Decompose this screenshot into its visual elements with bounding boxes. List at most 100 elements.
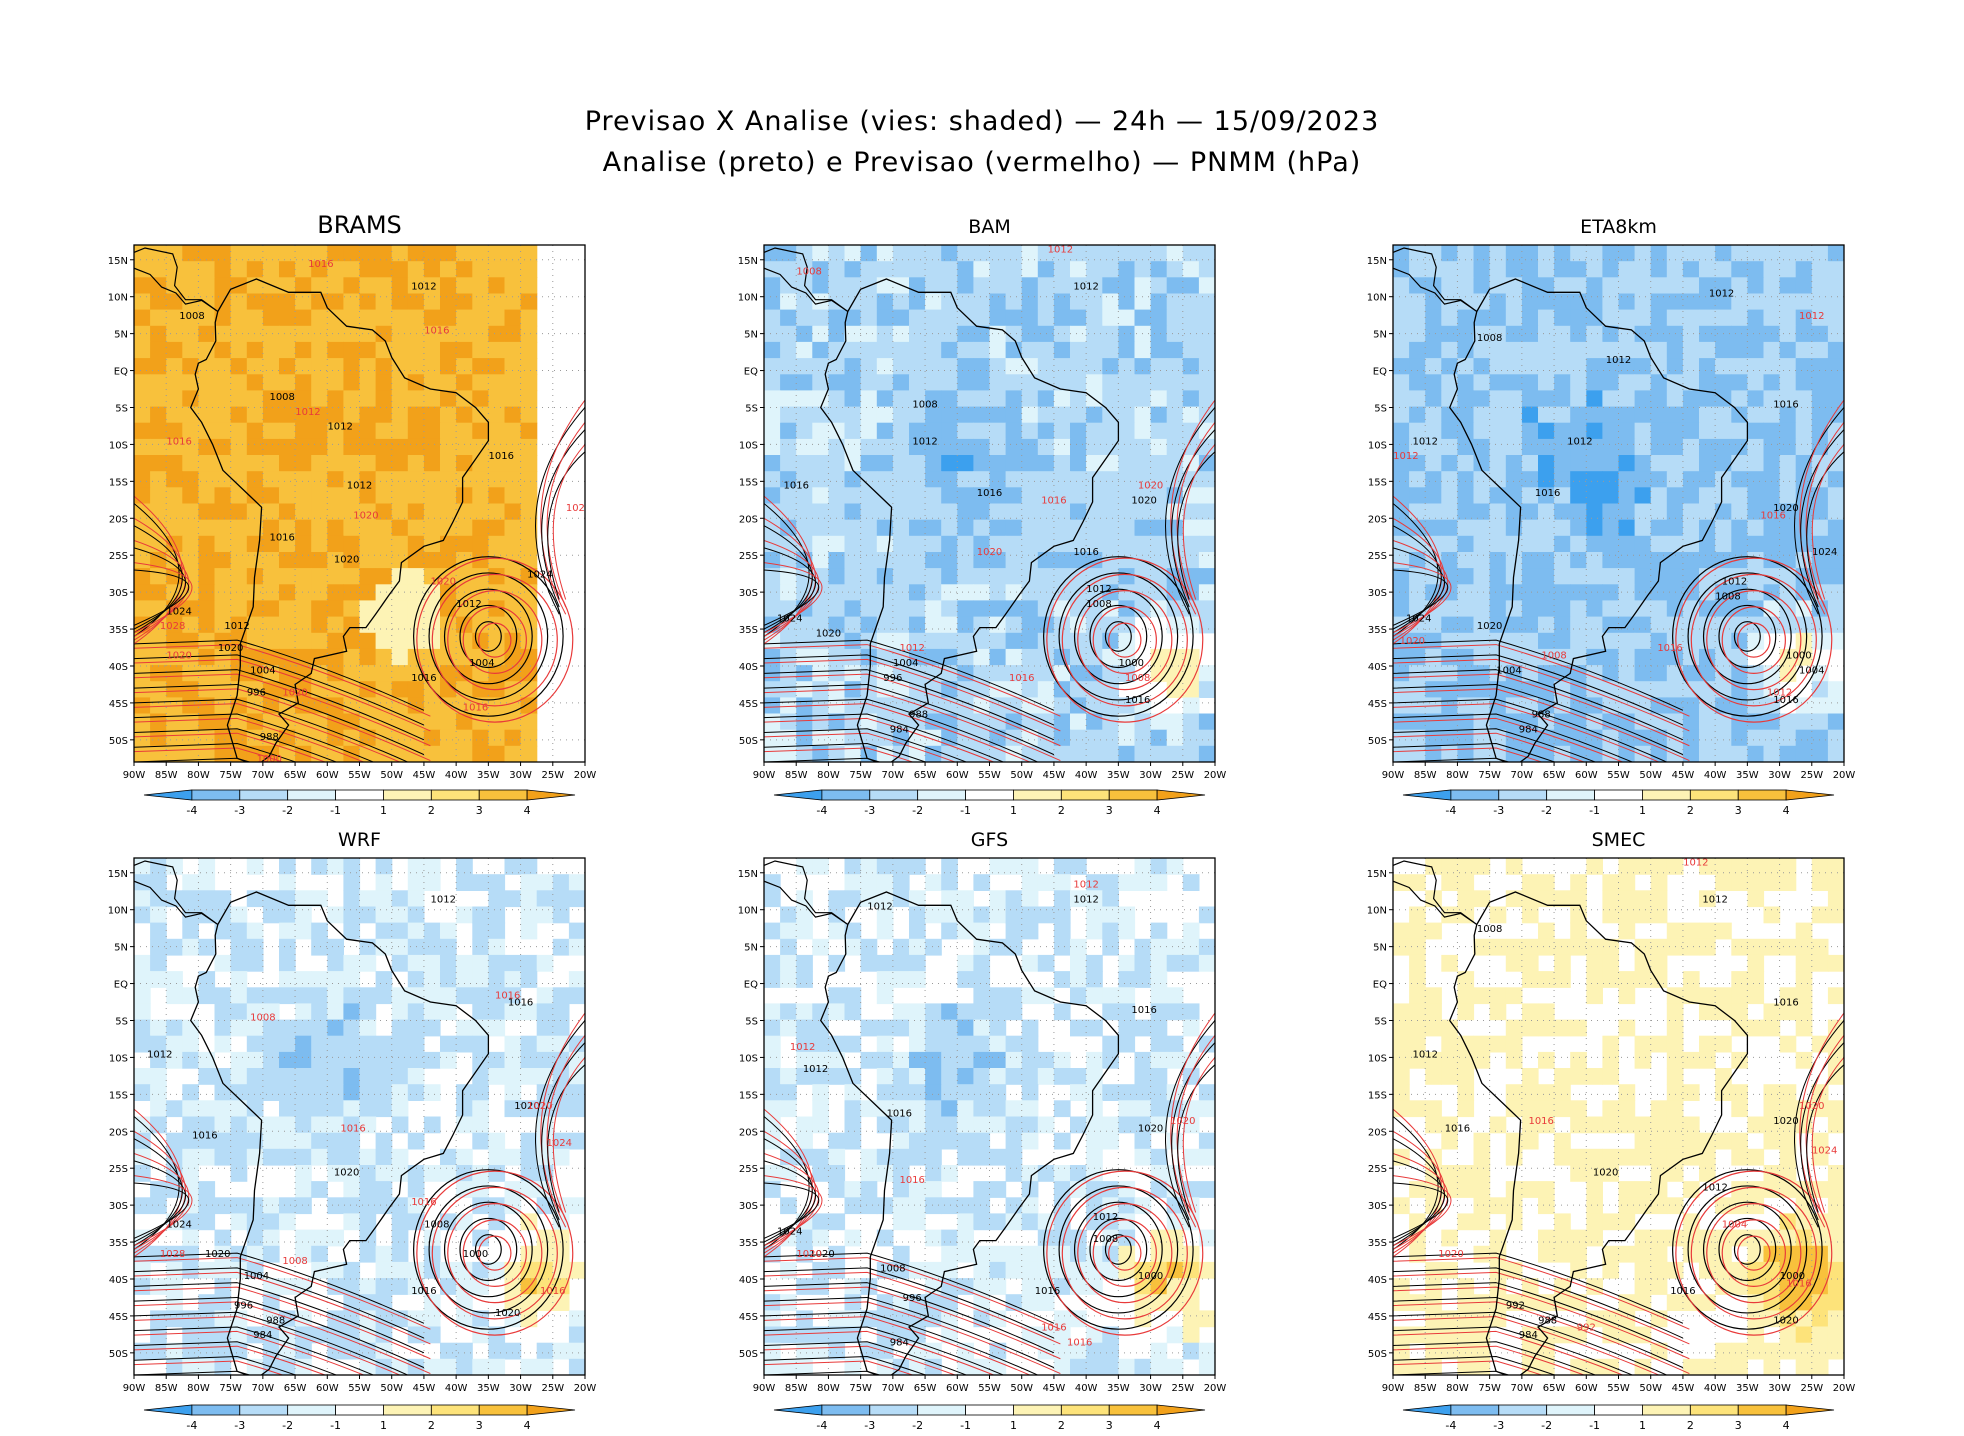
bias-cell [1393,455,1410,472]
bias-cell [1102,1245,1119,1263]
bias-cell [246,309,264,327]
bias-cell [262,1278,280,1295]
bias-cell [1005,1035,1023,1053]
bias-cell [925,261,942,278]
bias-cell [504,358,522,375]
bias-cell [391,1245,409,1263]
bias-cell [1699,487,1716,505]
bias-cell [1570,309,1587,327]
bias-cell [1457,1051,1475,1069]
bias-cell [311,858,328,875]
bias-cell [925,293,942,311]
bias-cell [488,471,506,488]
bias-cell [780,455,797,472]
bias-cell [407,245,425,262]
bias-cell [536,1245,554,1263]
bias-cell [764,1310,781,1328]
bias-cell [1473,358,1491,375]
bias-cell [391,309,409,327]
bias-cell [1602,600,1620,618]
bias-cell [182,535,199,553]
forecast-contour-label: 1024 [566,503,591,514]
analysis-isobar [134,743,298,762]
bias-cell [246,600,264,618]
bias-cell [1682,745,1700,762]
bias-cell [941,874,958,891]
bias-cell [311,503,328,521]
bias-cell [1070,745,1087,762]
bias-cell [860,552,878,569]
bias-cell [150,906,167,924]
bias-cell [1473,1148,1491,1166]
bias-cell [1425,422,1442,440]
bias-cell [311,568,328,585]
bias-cell [1666,487,1684,505]
bias-cell [1570,438,1587,456]
bias-cell [230,1003,248,1021]
bias-cell [1618,874,1636,891]
bias-cell [1779,1003,1797,1021]
bias-cell [1699,922,1716,940]
bias-cell [1409,503,1426,521]
panel-title: GFS [971,829,1008,851]
bias-cell [1457,471,1475,488]
bias-cell [1650,438,1668,456]
forecast-isobar [1675,557,1833,723]
bias-cell [1086,325,1103,343]
analysis-isobar [1687,572,1808,701]
bias-cell [1393,568,1410,585]
bias-cell [1198,503,1215,521]
bias-cell [1005,1051,1023,1069]
bias-cell [957,1003,974,1021]
bias-cell [423,519,441,537]
analysis-contour-label: 984 [1519,724,1538,735]
bias-cell [1053,971,1071,988]
bias-cell [375,277,393,295]
analysis-contour-label: 1016 [977,488,1002,499]
bias-cell [198,858,216,875]
bias-cell [1715,406,1732,424]
bias-cell [1005,1132,1023,1150]
bias-cell [780,954,797,972]
bias-cell [1037,1213,1055,1231]
bias-cell [456,1278,473,1295]
bias-cell [1118,1116,1136,1134]
bias-cell [1827,519,1844,537]
bias-cell [327,1019,344,1037]
bias-cell [440,422,457,440]
bias-cell [989,487,1007,505]
bias-cell [230,535,248,553]
forecast-isobar [764,658,1061,732]
bias-cell [1118,471,1136,488]
bias-cell [1699,277,1716,295]
bias-cell [941,1035,958,1053]
bias-cell [1393,341,1410,359]
bias-cell [764,406,781,424]
bias-cell [941,745,958,762]
bias-cell [1053,1181,1071,1198]
bias-cell [1005,309,1023,327]
bias-cell [166,358,183,375]
y-tick-label: 15S [739,477,758,488]
bias-cell [989,665,1007,682]
x-tick-label: 20W [574,770,597,781]
bias-cell [925,358,942,375]
bias-cell [1053,938,1071,956]
bias-cell [1586,938,1603,956]
bias-cell [1650,1165,1668,1182]
bias-cell [327,422,344,440]
bias-cell [1441,325,1458,343]
bias-cell [828,503,846,521]
bias-cell [134,1068,151,1085]
bias-cell [520,245,538,262]
bias-cell [1473,858,1491,875]
x-tick-label: 45W [1672,770,1695,781]
bias-cell [198,325,216,343]
bias-cell [182,890,199,908]
bias-cell [1118,519,1136,537]
bias-cell [1521,245,1539,262]
bias-cell [520,1132,538,1150]
bias-cell [1521,1100,1539,1118]
bias-cell [941,552,958,569]
bias-cell [1570,1068,1587,1085]
